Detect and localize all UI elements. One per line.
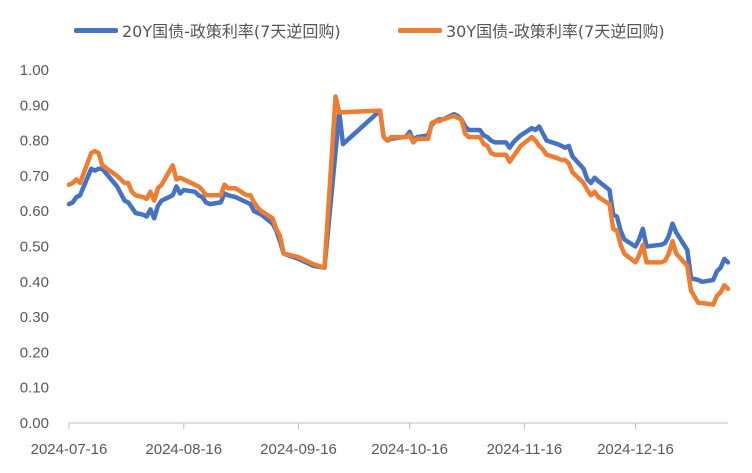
y-tick-label: 0.40 bbox=[20, 274, 49, 291]
y-tick-label: 0.50 bbox=[20, 239, 49, 256]
x-tick-label: 2024-09-16 bbox=[260, 441, 337, 458]
y-tick-label: 1.00 bbox=[20, 62, 49, 79]
x-tick-label: 2024-12-16 bbox=[597, 441, 674, 458]
legend-swatch-30y bbox=[398, 27, 442, 33]
legend-item-30y: 30Y国债-政策利率(7天逆回购) bbox=[398, 18, 665, 42]
series-line-30y bbox=[66, 94, 731, 307]
y-tick-label: 0.60 bbox=[20, 203, 49, 220]
x-tick-label: 2024-07-16 bbox=[31, 441, 108, 458]
x-tick-label: 2024-08-16 bbox=[145, 441, 222, 458]
y-tick-label: 0.80 bbox=[20, 133, 49, 150]
legend-item-20y: 20Y国债-政策利率(7天逆回购) bbox=[74, 18, 341, 42]
legend-label-30y: 30Y国债-政策利率(7天逆回购) bbox=[446, 22, 665, 41]
y-tick-label: 0.00 bbox=[20, 415, 49, 432]
y-tick-label: 0.70 bbox=[20, 168, 49, 185]
y-tick-label: 0.30 bbox=[20, 309, 49, 326]
x-tick-label: 2024-10-16 bbox=[371, 441, 448, 458]
legend-label-20y: 20Y国债-政策利率(7天逆回购) bbox=[122, 22, 341, 41]
y-tick-label: 0.10 bbox=[20, 380, 49, 397]
y-tick-label: 0.90 bbox=[20, 97, 49, 114]
y-tick-label: 0.20 bbox=[20, 344, 49, 361]
chart-legend: 20Y国债-政策利率(7天逆回购) 30Y国债-政策利率(7天逆回购) bbox=[0, 18, 752, 42]
legend-swatch-20y bbox=[74, 27, 118, 33]
x-tick-label: 2024-11-16 bbox=[487, 441, 563, 458]
